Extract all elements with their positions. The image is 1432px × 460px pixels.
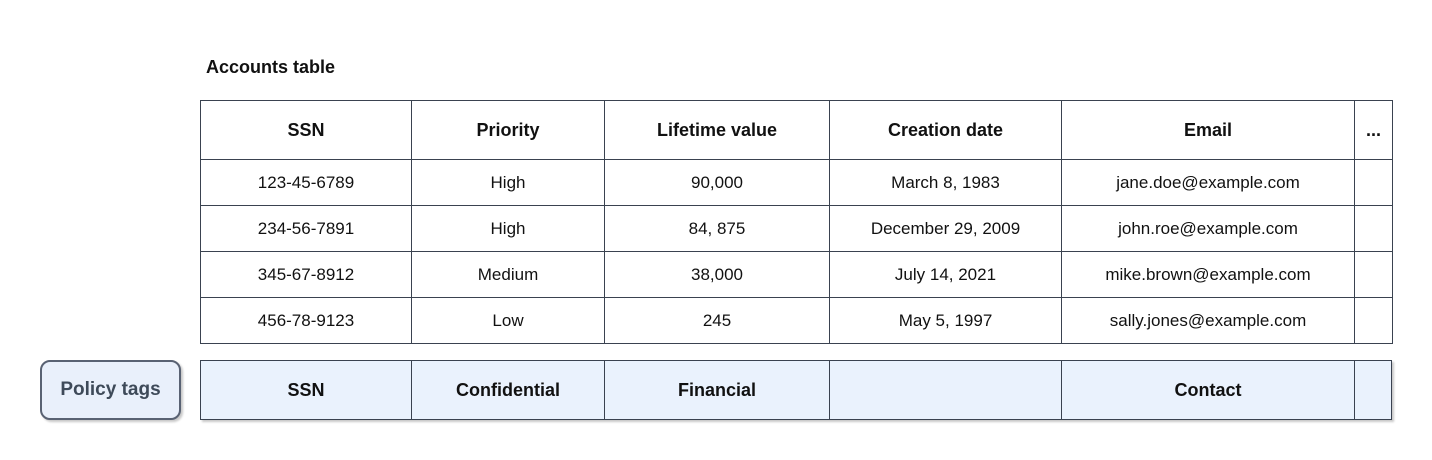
- policy-tag-contact: Contact: [1062, 361, 1355, 419]
- table-row: 123-45-6789 High 90,000 March 8, 1983 ja…: [200, 159, 1393, 206]
- header-row: SSN Priority Lifetime value Creation dat…: [200, 100, 1393, 160]
- policy-tags-button[interactable]: Policy tags: [40, 360, 181, 420]
- cell-ssn: 456-78-9123: [200, 297, 412, 344]
- policy-tag-empty-1: [830, 361, 1062, 419]
- cell-lifetime-value: 90,000: [604, 159, 830, 206]
- cell-more: [1354, 205, 1393, 252]
- policy-tag-empty-2: [1355, 361, 1391, 419]
- cell-creation-date: July 14, 2021: [829, 251, 1062, 298]
- cell-creation-date: May 5, 1997: [829, 297, 1062, 344]
- cell-ssn: 234-56-7891: [200, 205, 412, 252]
- table-row: 345-67-8912 Medium 38,000 July 14, 2021 …: [200, 251, 1393, 298]
- table-row: 234-56-7891 High 84, 875 December 29, 20…: [200, 205, 1393, 252]
- cell-email: sally.jones@example.com: [1061, 297, 1355, 344]
- table-row: 456-78-9123 Low 245 May 5, 1997 sally.jo…: [200, 297, 1393, 344]
- cell-lifetime-value: 84, 875: [604, 205, 830, 252]
- table-title: Accounts table: [206, 57, 336, 77]
- column-header-ssn: SSN: [200, 100, 412, 160]
- cell-more: [1354, 159, 1393, 206]
- column-header-priority: Priority: [411, 100, 605, 160]
- cell-email: mike.brown@example.com: [1061, 251, 1355, 298]
- policy-tag-ssn: SSN: [201, 361, 412, 419]
- cell-priority: High: [411, 205, 605, 252]
- cell-ssn: 345-67-8912: [200, 251, 412, 298]
- cell-priority: Low: [411, 297, 605, 344]
- cell-lifetime-value: 245: [604, 297, 830, 344]
- cell-more: [1354, 251, 1393, 298]
- column-header-lifetime-value: Lifetime value: [604, 100, 830, 160]
- policy-tag-confidential: Confidential: [412, 361, 605, 419]
- policy-tag-financial: Financial: [605, 361, 830, 419]
- cell-priority: High: [411, 159, 605, 206]
- cell-lifetime-value: 38,000: [604, 251, 830, 298]
- cell-more: [1354, 297, 1393, 344]
- policy-tags-row: SSN Confidential Financial Contact: [200, 360, 1392, 420]
- cell-email: john.roe@example.com: [1061, 205, 1355, 252]
- policy-tags-button-label: Policy tags: [60, 379, 161, 400]
- cell-ssn: 123-45-6789: [200, 159, 412, 206]
- column-header-more-ellipsis: ...: [1354, 100, 1393, 160]
- cell-priority: Medium: [411, 251, 605, 298]
- cell-creation-date: March 8, 1983: [829, 159, 1062, 206]
- column-header-email: Email: [1061, 100, 1355, 160]
- cell-email: jane.doe@example.com: [1061, 159, 1355, 206]
- cell-creation-date: December 29, 2009: [829, 205, 1062, 252]
- column-header-creation-date: Creation date: [829, 100, 1062, 160]
- accounts-table: SSN Priority Lifetime value Creation dat…: [200, 100, 1393, 344]
